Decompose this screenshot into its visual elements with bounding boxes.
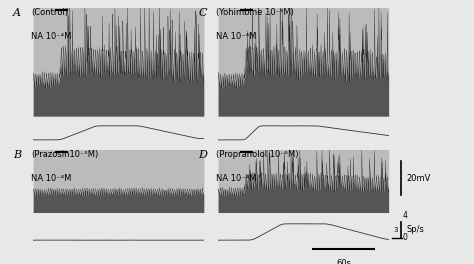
- Text: 3: 3: [394, 227, 398, 233]
- Text: (Propranolol 10⁻⁵M): (Propranolol 10⁻⁵M): [216, 150, 298, 159]
- Text: NA 10⁻⁴M: NA 10⁻⁴M: [216, 32, 256, 41]
- Text: (Control): (Control): [31, 8, 68, 17]
- Text: 4: 4: [403, 211, 408, 220]
- Text: 20mV: 20mV: [406, 174, 430, 183]
- Text: 0: 0: [403, 233, 408, 242]
- Text: Sp/s: Sp/s: [406, 225, 424, 234]
- Text: NA 10⁻⁴M: NA 10⁻⁴M: [31, 174, 71, 183]
- Text: (Yohimbine 10⁻⁵M): (Yohimbine 10⁻⁵M): [216, 8, 293, 17]
- Text: 60s: 60s: [336, 259, 351, 264]
- Text: (Prazosin10⁻⁵M): (Prazosin10⁻⁵M): [31, 150, 98, 159]
- Text: C: C: [198, 8, 207, 18]
- Text: A: A: [13, 8, 21, 18]
- Text: B: B: [13, 150, 21, 161]
- Text: NA 10⁻⁴M: NA 10⁻⁴M: [31, 32, 71, 41]
- Text: NA 10⁻⁴M: NA 10⁻⁴M: [216, 174, 256, 183]
- Text: D: D: [198, 150, 207, 161]
